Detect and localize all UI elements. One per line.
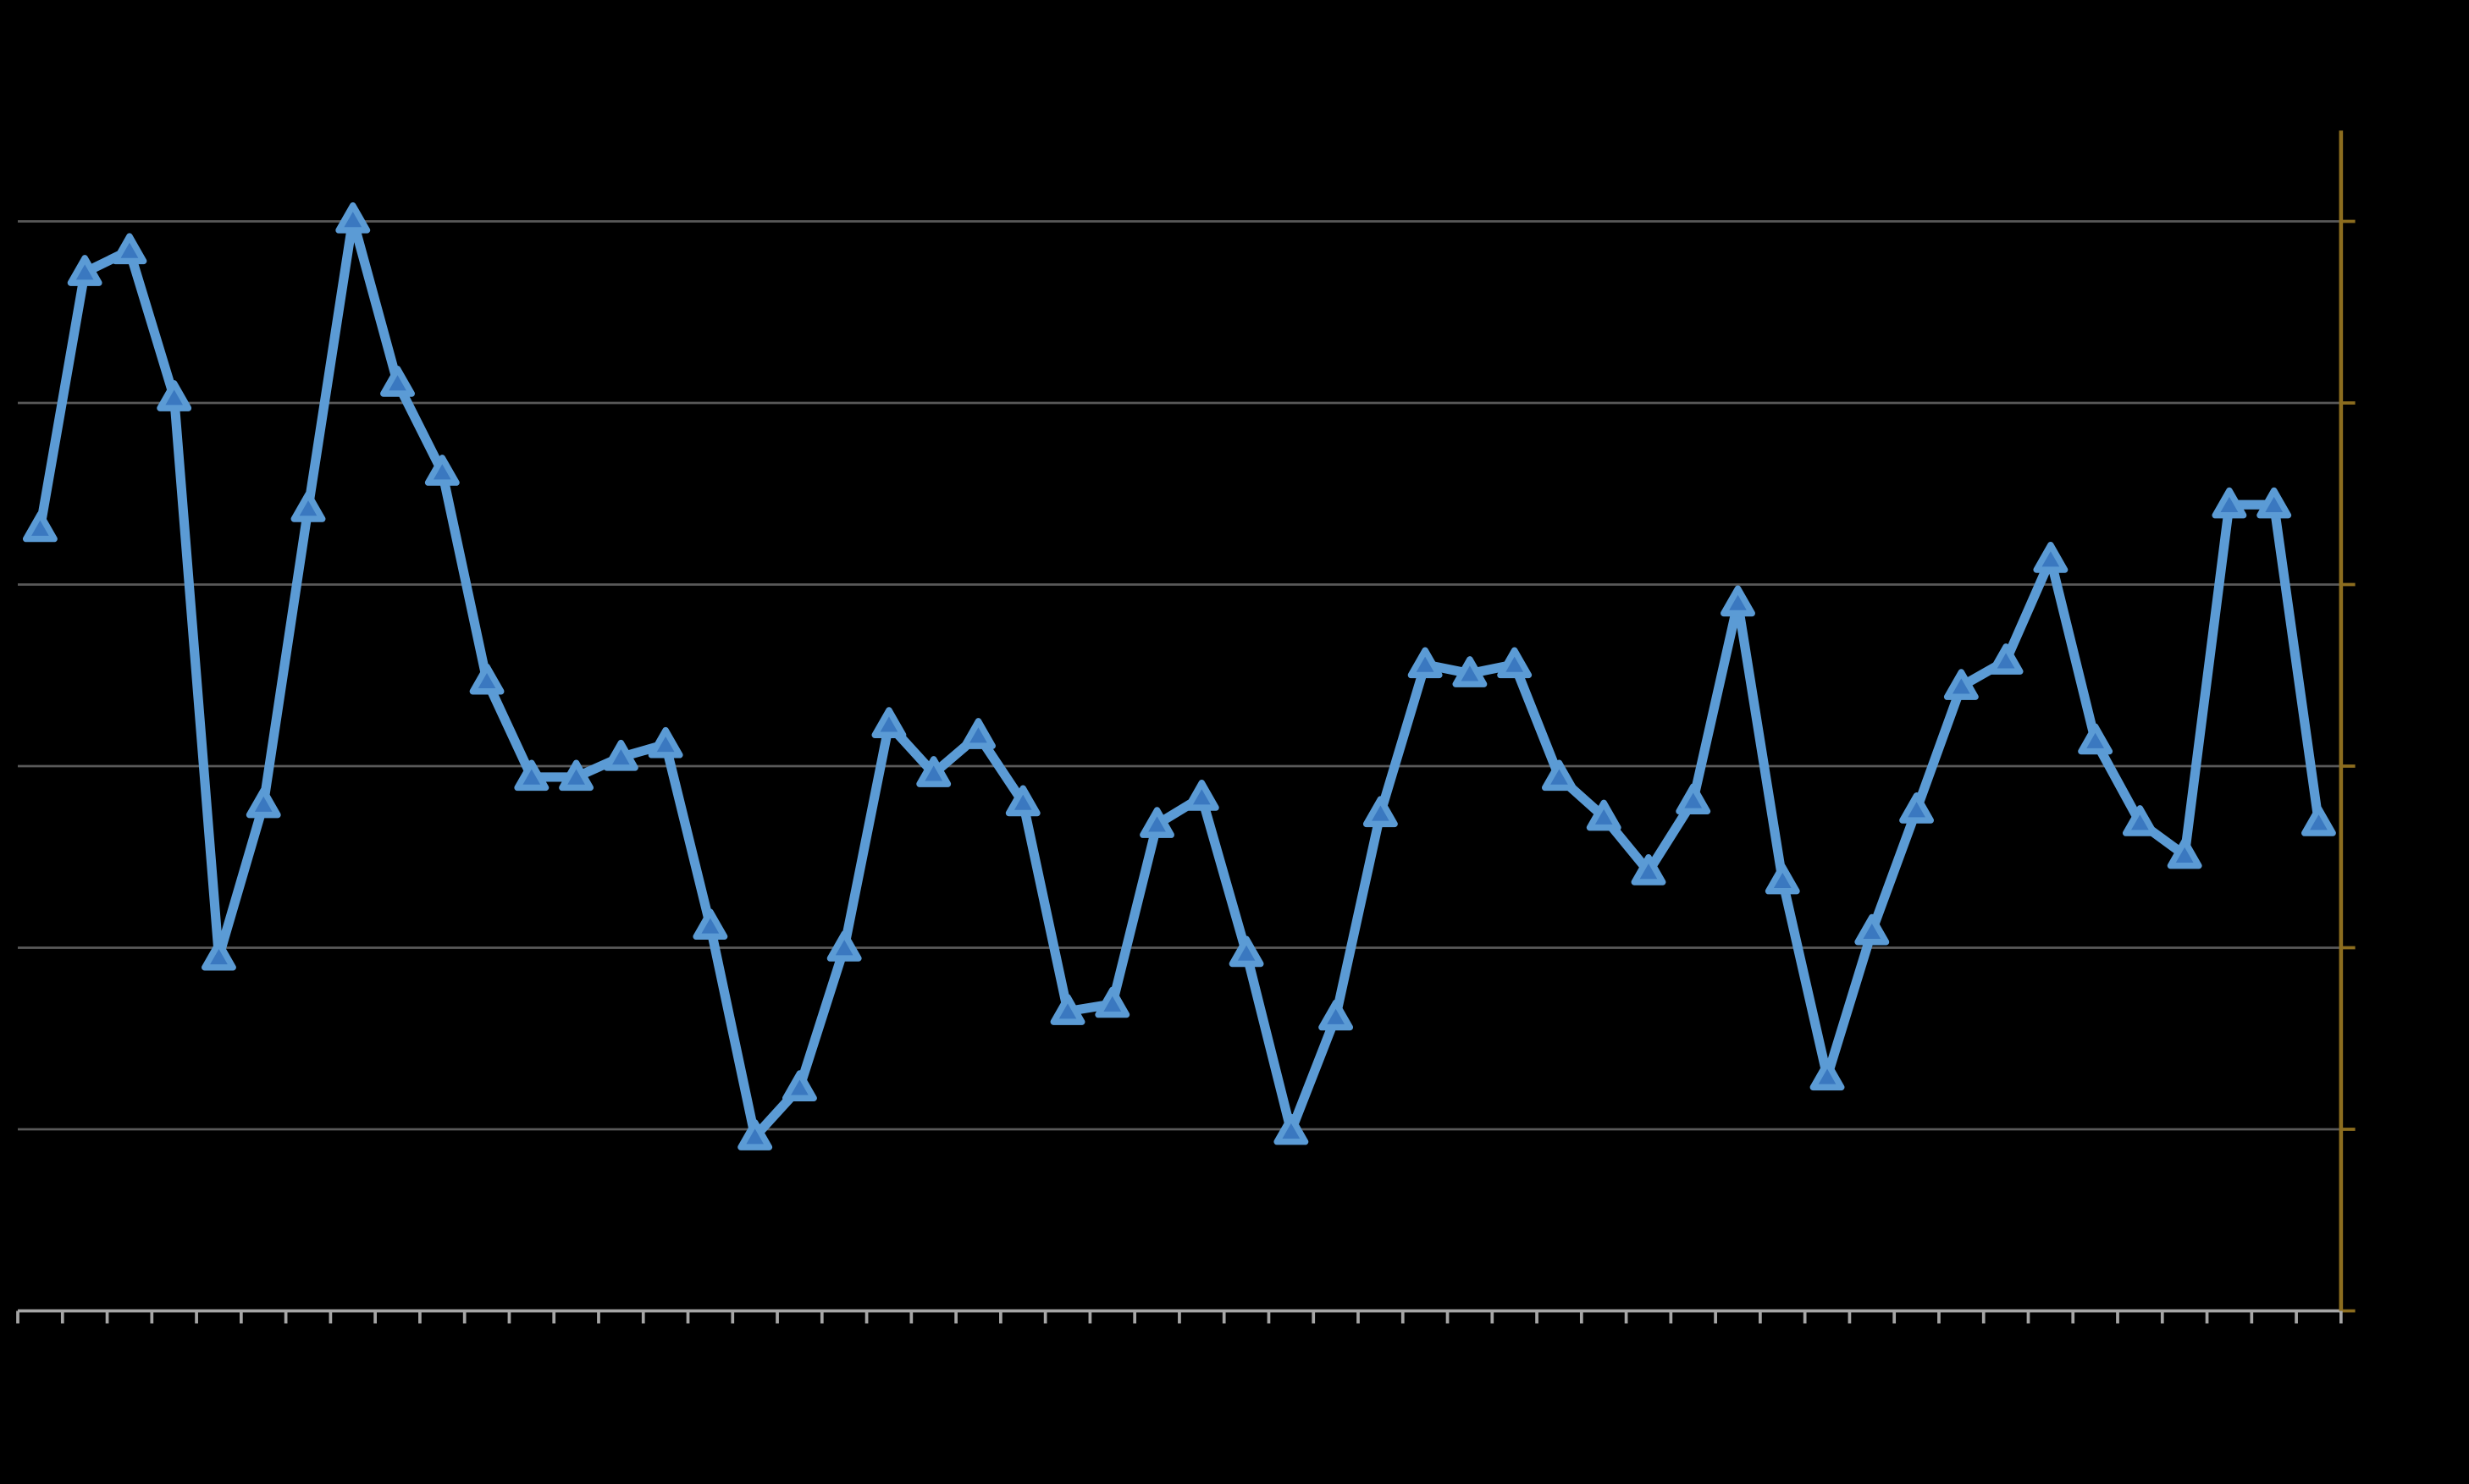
marker xyxy=(693,908,728,941)
marker xyxy=(1140,807,1175,838)
marker xyxy=(1452,656,1488,687)
marker xyxy=(2122,805,2157,836)
marker xyxy=(335,201,371,234)
marker xyxy=(871,707,907,738)
marker xyxy=(202,939,236,971)
marker xyxy=(1721,585,1755,617)
marker xyxy=(514,759,550,792)
marker xyxy=(469,663,505,695)
marker xyxy=(1765,863,1800,895)
marker xyxy=(380,365,415,397)
marker xyxy=(2301,805,2336,836)
series-line xyxy=(35,214,2323,1142)
marker xyxy=(246,786,281,819)
marker xyxy=(1318,999,1354,1031)
marker xyxy=(290,490,326,522)
marker xyxy=(1586,799,1621,831)
marker xyxy=(2033,542,2069,573)
marker xyxy=(112,233,147,265)
marker xyxy=(1988,643,2024,675)
marker xyxy=(916,756,952,787)
marker xyxy=(737,1119,773,1150)
marker xyxy=(1809,1059,1845,1091)
marker xyxy=(1095,986,1130,1018)
marker xyxy=(2078,723,2113,755)
marker xyxy=(1407,647,1443,679)
marker xyxy=(22,510,58,543)
marker xyxy=(1005,785,1041,817)
marker xyxy=(2256,487,2292,519)
marker xyxy=(559,759,594,792)
marker xyxy=(961,718,996,749)
marker xyxy=(1854,913,1890,946)
marker xyxy=(1497,647,1533,679)
marker xyxy=(1050,994,1085,1025)
marker xyxy=(603,739,638,771)
marker xyxy=(1541,759,1577,792)
marker xyxy=(1631,853,1666,885)
marker xyxy=(648,726,683,759)
marker xyxy=(1676,783,1711,815)
marker xyxy=(1229,935,1264,968)
marker xyxy=(157,380,192,411)
marker xyxy=(1943,669,1979,700)
marker xyxy=(782,1070,817,1101)
marker xyxy=(67,255,102,286)
marker xyxy=(2167,837,2202,869)
marker xyxy=(1273,1113,1309,1145)
marker xyxy=(826,930,862,962)
marker xyxy=(2212,487,2247,519)
marker xyxy=(1899,792,1935,824)
marker xyxy=(1184,780,1219,811)
marker xyxy=(424,455,460,486)
marker xyxy=(1362,796,1398,828)
